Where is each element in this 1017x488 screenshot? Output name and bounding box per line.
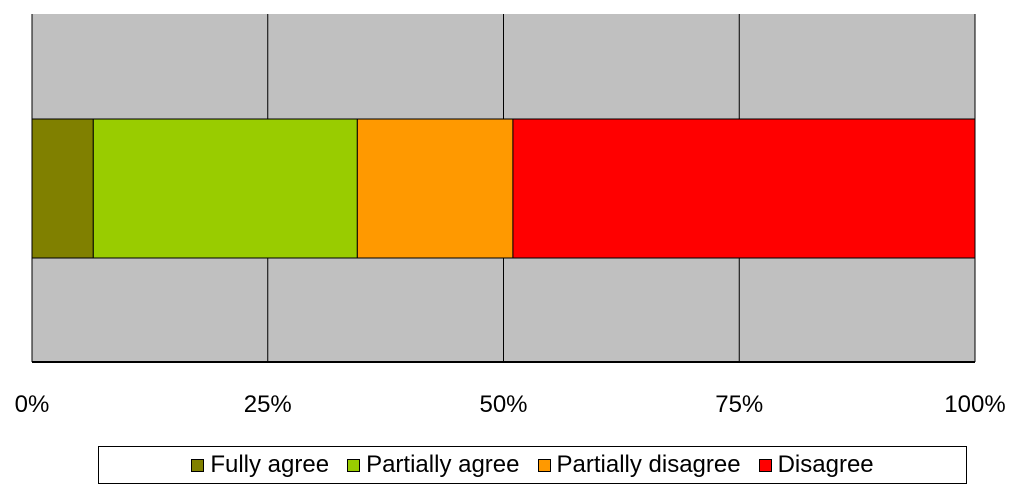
x-tick-labels: 0% 25% 50% 75% 100% <box>15 391 1006 418</box>
legend-label: Partially disagree <box>556 451 741 478</box>
legend-label: Fully agree <box>210 451 330 478</box>
legend-item-fully-agree: Fully agree <box>191 451 329 479</box>
legend: Fully agree Partially agree Partially disa… <box>98 446 967 484</box>
bar-segment-fully-agree <box>31 118 94 259</box>
legend-swatch <box>347 458 361 472</box>
legend-label: Partially agree <box>366 451 520 478</box>
x-tick-label: 25% <box>244 391 292 418</box>
legend-item-disagree: Disagree <box>758 451 874 479</box>
legend-item-partially-disagree: Partially disagree <box>537 451 741 479</box>
x-tick-label: 75% <box>715 391 763 418</box>
x-tick-label: 100% <box>944 391 1005 418</box>
x-tick-label: 50% <box>479 391 527 418</box>
legend-swatch <box>537 458 551 472</box>
legend-swatch <box>191 458 205 472</box>
bar-segment-partially-disagree <box>356 118 514 259</box>
bars <box>31 118 976 259</box>
legend-item-partially-agree: Partially agree <box>347 451 520 479</box>
x-tick-label: 0% <box>15 391 50 418</box>
bar-segment-disagree <box>512 118 976 259</box>
bar-segment-partially-agree <box>92 118 358 259</box>
legend-label: Disagree <box>777 451 874 478</box>
chart: 0% 25% 50% 75% 100% <box>15 14 1006 418</box>
legend-swatch <box>758 458 772 472</box>
